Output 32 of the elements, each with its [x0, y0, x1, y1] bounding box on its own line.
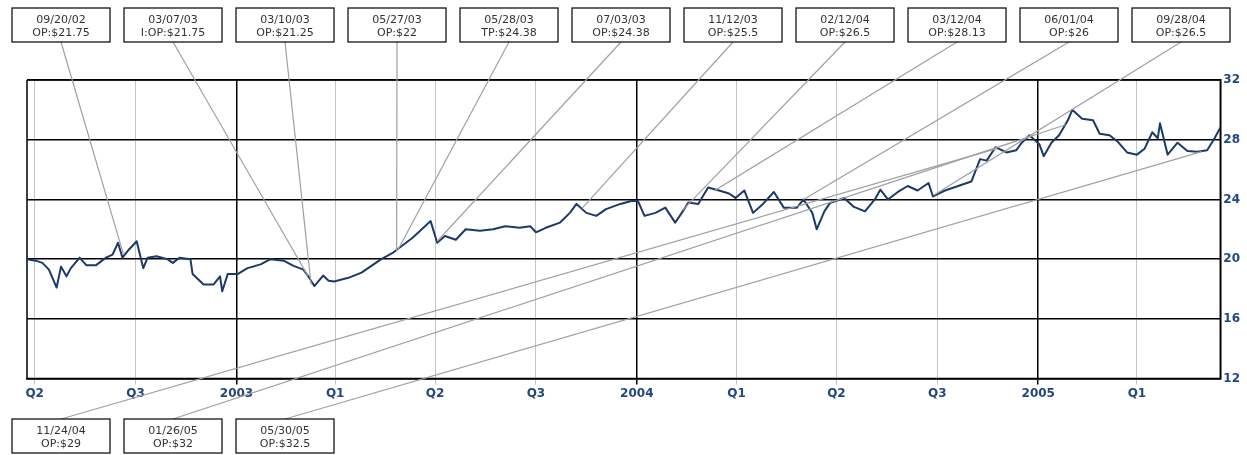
annotation: 07/03/03 OP:$24.38	[592, 12, 650, 39]
annotation: 02/12/04 OP:$26.5	[819, 12, 871, 39]
annotation: 03/10/03 OP:$21.25	[256, 12, 314, 39]
annotation: 03/12/04 OP:$28.13	[928, 12, 986, 39]
x-tick-label: 2004	[620, 385, 654, 400]
annotation: 05/27/03 OP:$22	[372, 12, 422, 39]
x-tick-label: Q1	[325, 385, 345, 400]
annotation: 09/28/04 OP:$26.5	[1155, 12, 1207, 39]
y-tick-label: 28	[1223, 131, 1240, 146]
annotation: 01/26/05 OP:$32	[148, 423, 198, 450]
x-tick-label: Q3	[526, 385, 546, 400]
x-tick-label: Q2	[25, 385, 44, 400]
x-tick-label: Q1	[727, 385, 746, 400]
annotation: 05/28/03 TP:$24.38	[480, 12, 537, 39]
x-tick-label: 2005	[1021, 385, 1055, 400]
y-tick-label: 24	[1223, 191, 1240, 206]
annotation: 11/12/03 OP:$25.5	[707, 12, 759, 39]
x-tick-label: Q2	[827, 385, 846, 400]
x-tick-label: Q3	[928, 385, 947, 400]
x-tick-label: Q3	[126, 385, 145, 400]
y-tick-label: 12	[1223, 370, 1240, 385]
y-tick-label: 32	[1223, 72, 1240, 87]
y-tick-label: 20	[1223, 251, 1240, 266]
annotation: 09/20/02 OP:$21.75	[32, 12, 90, 39]
x-tick-label: Q2	[425, 385, 445, 400]
annotation: 03/07/03 I:OP:$21.75	[140, 12, 206, 39]
annotation: 06/01/04 OP:$26	[1044, 12, 1094, 39]
annotation: 05/30/05 OP:$32.5	[259, 423, 311, 450]
annotation: 11/24/04 OP:$29	[36, 423, 86, 450]
y-tick-label: 16	[1223, 311, 1240, 326]
x-tick-label: 2003	[219, 385, 254, 400]
x-tick-label: Q1	[1127, 385, 1147, 400]
